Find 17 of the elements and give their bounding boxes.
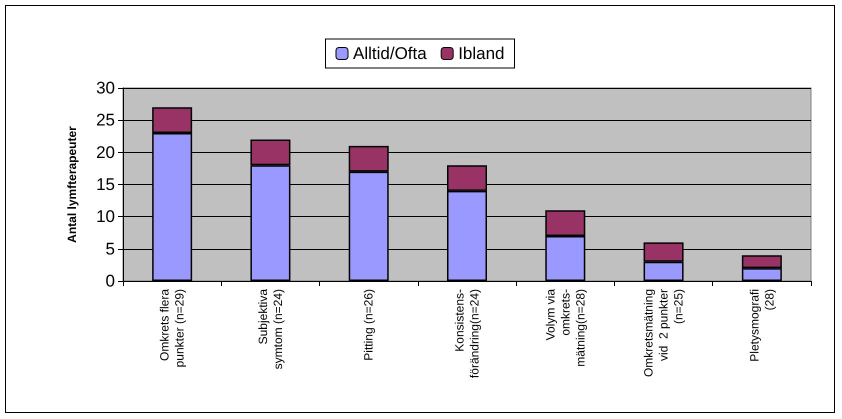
x-tick-label: Subjektiva symtom (n=24)	[256, 288, 285, 370]
x-tick-label: Omkretsmätning vid 2 punkter (n=25)	[642, 289, 686, 378]
y-tick-label: 15	[96, 175, 115, 194]
y-tick-label: 20	[96, 142, 115, 162]
x-tick-label: Konsistens- förändring(n=24)	[452, 289, 482, 378]
y-axis-title: Antal lymfterapeuter	[65, 126, 79, 243]
x-tick-label: Volym via omkrets- mätning(n=28)	[543, 288, 588, 367]
legend-label: Ibland	[458, 44, 505, 63]
x-tick-label: Omkrets flera punkter (n=29)	[158, 288, 187, 368]
x-tick-label: Pitting (n=26)	[362, 289, 376, 361]
y-tick-label: 10	[96, 207, 115, 226]
y-tick-label: 0	[106, 272, 115, 290]
legend-label: Alltid/Ofta	[352, 44, 428, 63]
y-tick-label: 30	[96, 78, 115, 98]
y-tick-label: 5	[106, 239, 115, 258]
x-tick-label: Pletysmografi (28)	[747, 289, 776, 362]
y-tick-label: 25	[96, 110, 115, 130]
